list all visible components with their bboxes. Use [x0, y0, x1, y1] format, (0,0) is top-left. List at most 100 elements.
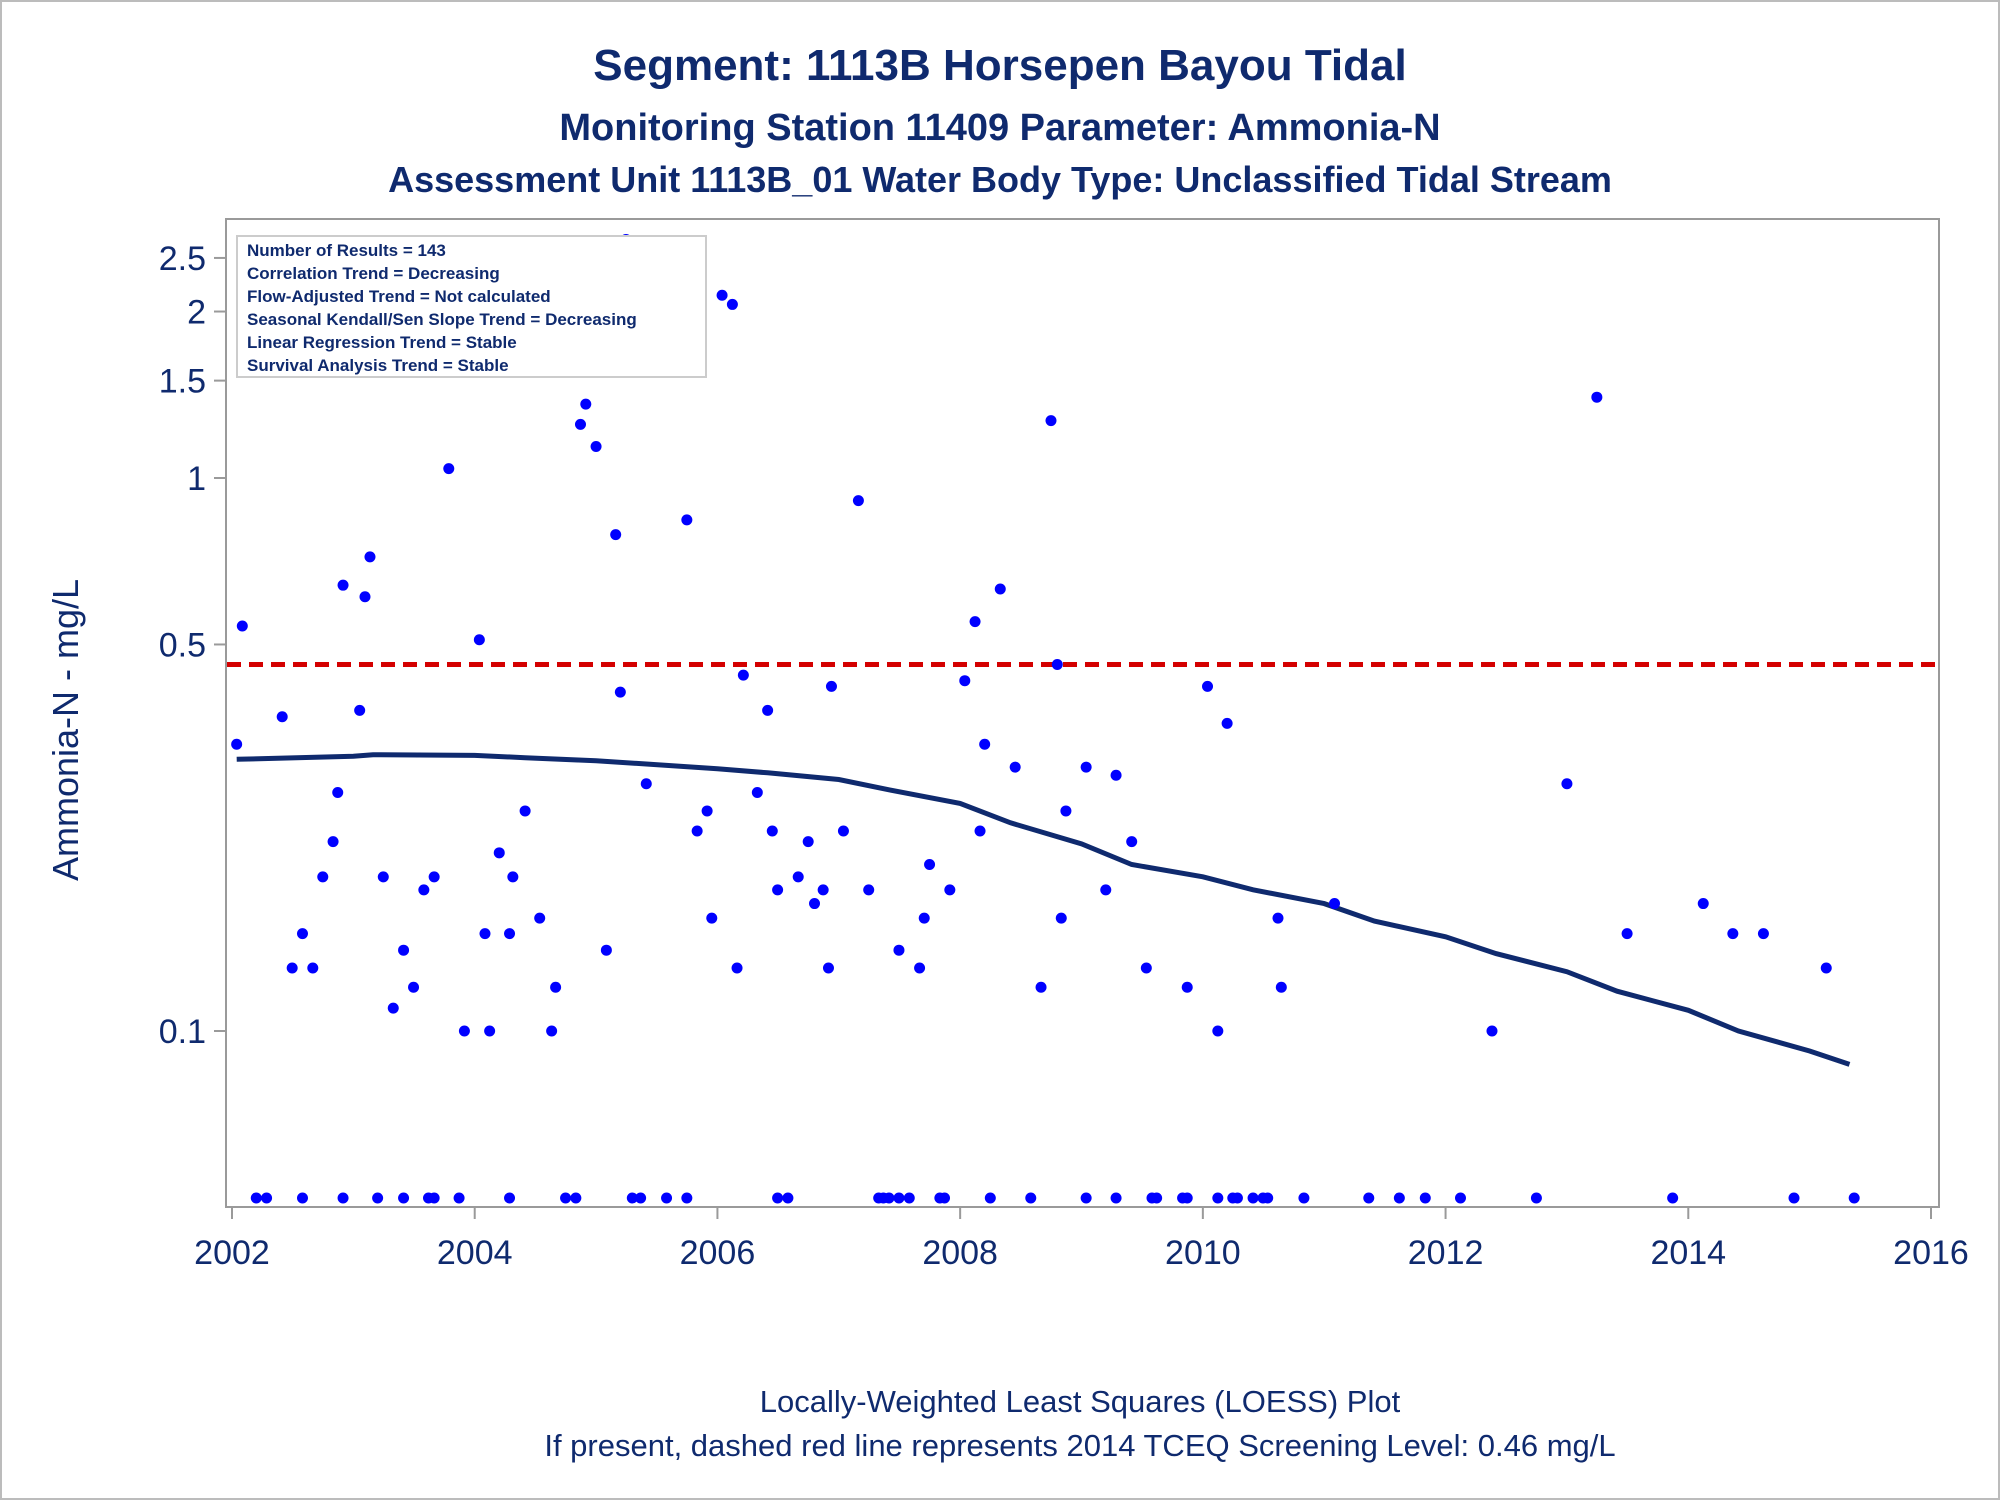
- data-point: [1100, 884, 1112, 896]
- data-point-below-range: [772, 1192, 784, 1204]
- data-point: [614, 686, 626, 698]
- data-point: [418, 884, 430, 896]
- data-point: [893, 944, 905, 956]
- stats-line-correlation: Correlation Trend = Decreasing: [247, 264, 500, 283]
- data-point: [1272, 912, 1284, 924]
- data-point: [1202, 680, 1214, 692]
- data-point: [398, 944, 410, 956]
- data-point-below-range: [1262, 1192, 1274, 1204]
- data-point: [1221, 717, 1233, 729]
- data-point: [751, 786, 763, 798]
- data-point-below-range: [504, 1192, 516, 1204]
- plot-area: [225, 218, 1940, 1208]
- data-point-below-range: [1393, 1192, 1405, 1204]
- y-tick-label: 1.5: [159, 363, 206, 401]
- data-point: [1009, 761, 1021, 773]
- data-point: [428, 871, 440, 883]
- chart-title: Segment: 1113B Horsepen Bayou Tidal: [593, 41, 1406, 90]
- stats-inset-box: [236, 235, 707, 378]
- chart-subtitle: Monitoring Station 11409 Parameter: Ammo…: [559, 107, 1440, 149]
- data-point: [716, 289, 728, 301]
- data-point: [918, 912, 930, 924]
- data-point: [944, 884, 956, 896]
- data-point: [792, 871, 804, 883]
- data-point: [354, 704, 366, 716]
- data-point: [590, 441, 602, 453]
- data-point: [276, 711, 288, 723]
- x-tick-label: 2014: [1650, 1234, 1726, 1272]
- data-point: [504, 928, 516, 940]
- data-point: [359, 591, 371, 603]
- data-point: [327, 836, 339, 848]
- data-point: [574, 418, 586, 430]
- x-tick-label: 2010: [1165, 1234, 1241, 1272]
- data-point: [231, 738, 243, 750]
- data-point: [809, 898, 821, 910]
- data-point-below-range: [398, 1192, 410, 1204]
- data-point: [817, 884, 829, 896]
- data-point: [802, 836, 814, 848]
- data-point: [610, 529, 622, 541]
- data-point: [1727, 928, 1739, 940]
- data-point: [1591, 391, 1603, 403]
- data-point-below-range: [939, 1192, 951, 1204]
- data-point: [969, 616, 981, 628]
- data-point: [1820, 962, 1832, 974]
- data-point: [1080, 761, 1092, 773]
- data-point: [1212, 1025, 1224, 1037]
- data-points: [231, 233, 1860, 1204]
- data-point: [822, 962, 834, 974]
- data-point-below-range: [635, 1192, 647, 1204]
- data-point: [1126, 836, 1138, 848]
- data-point: [600, 944, 612, 956]
- data-point: [317, 871, 329, 883]
- data-point-below-range: [883, 1192, 895, 1204]
- stats-line-results: Number of Results = 143: [247, 241, 446, 260]
- data-point: [691, 825, 703, 837]
- data-point: [863, 884, 875, 896]
- data-point-below-range: [1848, 1192, 1860, 1204]
- data-point-below-range: [1530, 1192, 1542, 1204]
- data-point: [1055, 912, 1067, 924]
- data-point-below-range: [1419, 1192, 1431, 1204]
- data-point: [332, 786, 344, 798]
- data-point: [473, 634, 485, 646]
- data-point-below-range: [1454, 1192, 1466, 1204]
- loess-curve: [236, 752, 1851, 1067]
- data-point: [296, 928, 308, 940]
- data-point: [1486, 1025, 1498, 1037]
- data-point: [580, 398, 592, 410]
- data-point-below-range: [296, 1192, 308, 1204]
- data-point: [484, 1025, 496, 1037]
- data-point-below-range: [337, 1192, 349, 1204]
- data-point-below-range: [893, 1192, 905, 1204]
- data-point: [974, 825, 986, 837]
- stats-line-survival: Survival Analysis Trend = Stable: [247, 356, 509, 375]
- data-point-below-range: [1151, 1192, 1163, 1204]
- data-point-below-range: [453, 1192, 465, 1204]
- data-point: [550, 981, 562, 993]
- y-axis: 0.1 0.5 1 1.5 2 2.5: [159, 240, 226, 1051]
- footer-screening-note: If present, dashed red line represents 2…: [544, 1428, 1615, 1463]
- data-point-below-range: [984, 1192, 996, 1204]
- data-point-below-range: [782, 1192, 794, 1204]
- y-axis-label: Ammonia-N - mg/L: [45, 579, 86, 881]
- data-point: [1757, 928, 1769, 940]
- data-point: [959, 675, 971, 687]
- data-point-below-range: [1788, 1192, 1800, 1204]
- data-point: [772, 884, 784, 896]
- data-point-below-range: [428, 1192, 440, 1204]
- stats-line-flow: Flow-Adjusted Trend = Not calculated: [247, 287, 551, 306]
- x-tick-label: 2004: [437, 1234, 513, 1272]
- data-point: [377, 871, 389, 883]
- data-point: [766, 825, 778, 837]
- data-point-below-range: [681, 1192, 693, 1204]
- data-point: [1181, 981, 1193, 993]
- data-point: [1329, 898, 1341, 910]
- x-axis: 2002 2004 2006 2008 2010 2012 2014 2016: [194, 1207, 1969, 1272]
- data-point: [534, 912, 546, 924]
- data-point-below-range: [1363, 1192, 1375, 1204]
